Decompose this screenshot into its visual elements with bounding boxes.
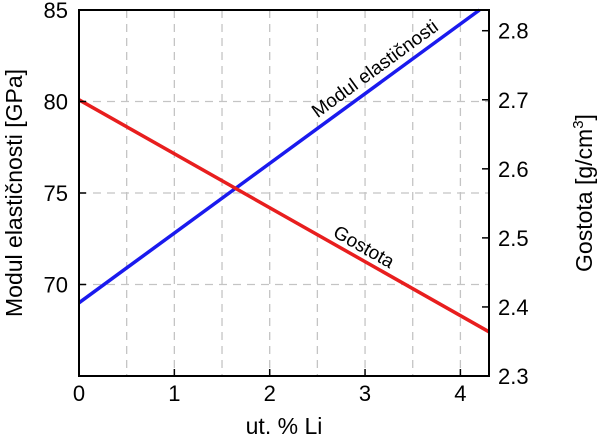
y-right-tick-label-5: 2.8 [498, 19, 529, 44]
y-left-tick-label-0: 70 [44, 273, 68, 298]
x-axis-title: ut. % Li [246, 413, 323, 439]
y-left-tick-label-1: 75 [44, 181, 68, 206]
x-tick-label-3: 3 [359, 381, 371, 406]
y-right-tick-label-2: 2.5 [498, 226, 529, 251]
x-tick-label-0: 0 [73, 381, 85, 406]
y-axis-title-right-base: Gostota [g/cm [571, 129, 597, 272]
tick-layer: 0 1 2 3 4 70 75 80 85 2.3 2.4 2.5 2.6 2.7 2.8 [44, 0, 529, 406]
y-right-tick-label-0: 2.3 [498, 364, 529, 389]
series-layer [77, 8, 490, 334]
x-tick-label-1: 1 [168, 381, 180, 406]
grid-layer [78, 9, 489, 376]
x-tick-label-2: 2 [264, 381, 276, 406]
y-axis-title-right-sup: 3 [570, 120, 587, 128]
y-right-tick-label-3: 2.6 [498, 157, 529, 182]
y-axis-title-left: Modul elastičnosti [GPa] [1, 69, 27, 317]
series-label-0: Modul elastičnosti [308, 16, 442, 122]
y-right-tick-label-1: 2.4 [498, 295, 529, 320]
y-right-tick-label-4: 2.7 [498, 88, 529, 113]
series-line-1 [78, 98, 490, 334]
y-axis-title-right: Gostota [g/cm3] [570, 114, 597, 272]
y-axis-title-right-end: ] [571, 114, 597, 120]
x-tick-label-4: 4 [454, 381, 466, 406]
series-line-0 [77, 8, 481, 305]
y-left-tick-label-2: 80 [44, 90, 68, 115]
y-left-tick-label-3: 85 [44, 0, 68, 23]
